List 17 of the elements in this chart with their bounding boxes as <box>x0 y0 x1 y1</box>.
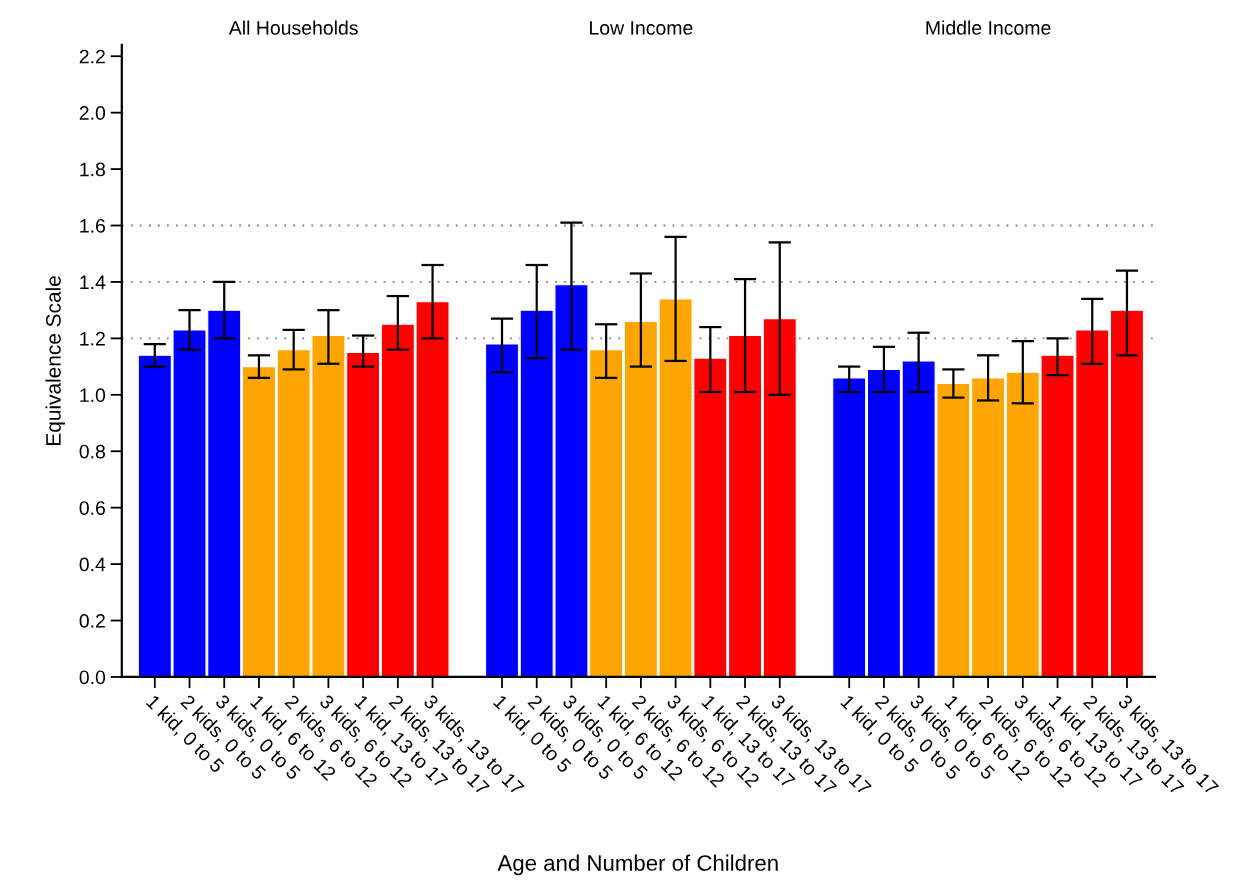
text: Low Income <box>590 21 693 35</box>
y-tick-label: 0.0 <box>79 670 106 685</box>
y-tick-label: 0.2 <box>79 614 105 628</box>
text: Middle Income <box>926 20 1051 35</box>
y-tick-label: 0.6 <box>79 501 105 515</box>
y-tick-label: 1.8 <box>80 162 105 177</box>
y-axis-title: Equivalence Scale <box>45 276 65 445</box>
y-tick-label: 1.0 <box>80 388 106 403</box>
x-axis-title: Age and Number of Children <box>497 854 778 876</box>
y-tick-label: 1.6 <box>80 218 105 233</box>
y-tick-label: 0.8 <box>79 444 105 459</box>
y-tick-label: 0.4 <box>79 557 106 572</box>
y-tick-label: 1.4 <box>80 275 106 289</box>
text: All Households <box>228 20 358 35</box>
y-tick-label: 1.2 <box>80 331 105 346</box>
y-tick-label: 2.2 <box>79 49 105 64</box>
y-tick-label: 2.0 <box>79 106 106 120</box>
